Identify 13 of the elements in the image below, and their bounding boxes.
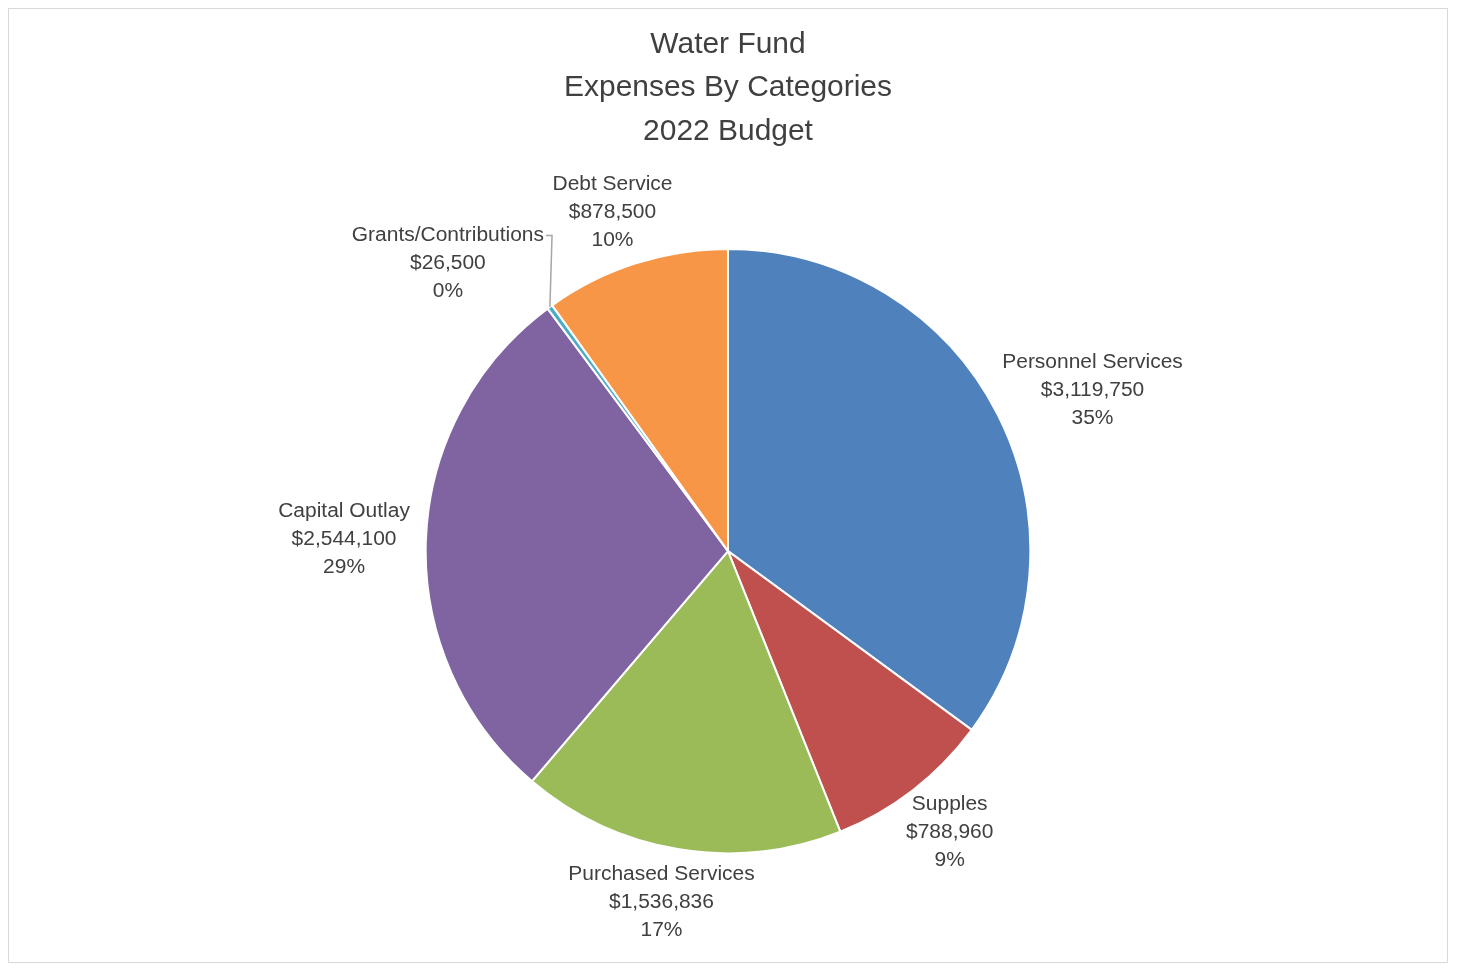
data-label: $878,500 10% [568, 198, 657, 250]
data-label: $3,119,750 35% [1040, 377, 1145, 428]
data-label: $26,500 0% [410, 250, 486, 302]
slice-label: Grants/Contributions [351, 222, 545, 246]
slice-label: Personnel Services [1002, 349, 1183, 373]
slice-label: Capital Outlay [278, 498, 411, 522]
chart-title: Water Fund Expenses By Categories 2022 Budget [564, 25, 892, 146]
data-label: $2,544,100 29% [291, 526, 397, 578]
data-label: $788,960 9% [906, 819, 994, 871]
data-label: $1,536,836 17% [609, 889, 714, 941]
slice-label: Supples [911, 791, 988, 815]
slice-label: Purchased Services [568, 861, 755, 885]
slice-label: Debt Service [552, 170, 673, 194]
